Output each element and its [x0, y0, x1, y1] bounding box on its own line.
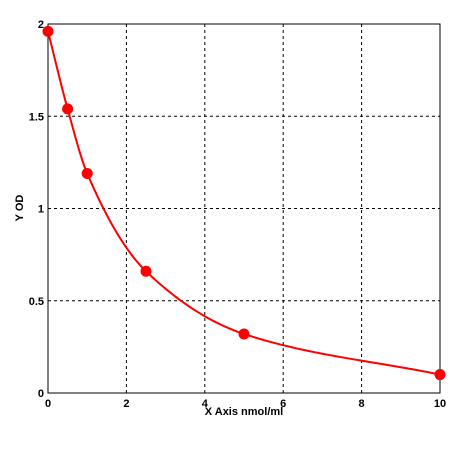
- data-points: [42, 25, 446, 381]
- data-point: [81, 167, 93, 179]
- y-tick-label: 2: [38, 19, 44, 31]
- data-point: [434, 369, 446, 381]
- fit-curve: [47, 31, 441, 376]
- y-tick-label: 0: [38, 388, 44, 400]
- y-tick-label: 0.5: [29, 296, 44, 308]
- x-tick-label: 0: [45, 398, 51, 410]
- x-tick-label: 6: [280, 398, 286, 410]
- x-axis-label: X Axis nmol/ml: [205, 406, 283, 418]
- data-point: [140, 265, 152, 277]
- x-tick-label: 4: [202, 398, 209, 410]
- plot-area-border: [47, 23, 441, 394]
- x-tick-label: 2: [123, 398, 129, 410]
- y-tick-label: 1: [38, 204, 44, 216]
- x-tick-label: 10: [434, 398, 446, 410]
- data-point: [62, 103, 74, 115]
- y-axis-label: Y OD: [14, 195, 26, 222]
- data-point: [42, 25, 54, 37]
- fit-curve-line: [47, 31, 441, 376]
- data-point: [238, 328, 250, 340]
- grid-lines: [48, 24, 440, 393]
- tick-labels: 0 2 4 6 8 10 0 0.5 1 1.5 2: [29, 19, 446, 410]
- y-tick-label: 1.5: [29, 111, 44, 123]
- x-tick-label: 8: [359, 398, 365, 410]
